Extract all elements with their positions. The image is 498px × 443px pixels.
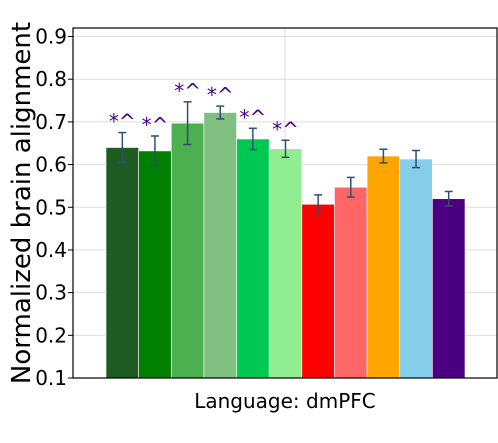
y-tick-label: 0.1: [35, 366, 67, 390]
significance-label: *^: [174, 79, 201, 103]
bar: [268, 148, 303, 379]
significance-annotations: *^ *^*^ *^*^ *^: [109, 79, 299, 141]
y-tick-label: 0.3: [35, 281, 67, 305]
y-tick-label: 0.9: [35, 25, 67, 49]
y-tick-label: 0.7: [35, 110, 67, 134]
significance-label: *^: [109, 110, 136, 134]
plot-frame: [72, 27, 498, 379]
bar: [399, 158, 433, 379]
bar: [432, 198, 466, 379]
bars: [105, 112, 466, 379]
error-bars: [118, 101, 453, 215]
bar: [334, 186, 368, 379]
x-axis-label: Language: dmPFC: [194, 389, 376, 413]
y-tick-label: 0.4: [35, 238, 67, 262]
bar: [366, 155, 401, 379]
bar: [138, 150, 172, 379]
y-tick-label: 0.8: [35, 67, 67, 91]
y-tick-label: 0.5: [35, 195, 67, 219]
bar: [236, 138, 270, 379]
bar: [203, 112, 237, 379]
y-axis-label: Normalized brain alignment: [7, 22, 37, 384]
bar: [105, 147, 139, 379]
bar: [170, 122, 205, 379]
significance-label: *^: [239, 105, 266, 129]
significance-label: *^: [142, 113, 169, 137]
significance-label: *^: [207, 83, 234, 107]
bar: [301, 203, 335, 379]
y-tick-labels: 0.1 0.2 0.3 0.4 0.5 0.6 0.7 0.8 0.9: [35, 25, 73, 390]
y-tick-label: 0.2: [35, 323, 67, 347]
y-tick-label: 0.6: [35, 153, 67, 177]
significance-label: *^: [272, 117, 299, 141]
